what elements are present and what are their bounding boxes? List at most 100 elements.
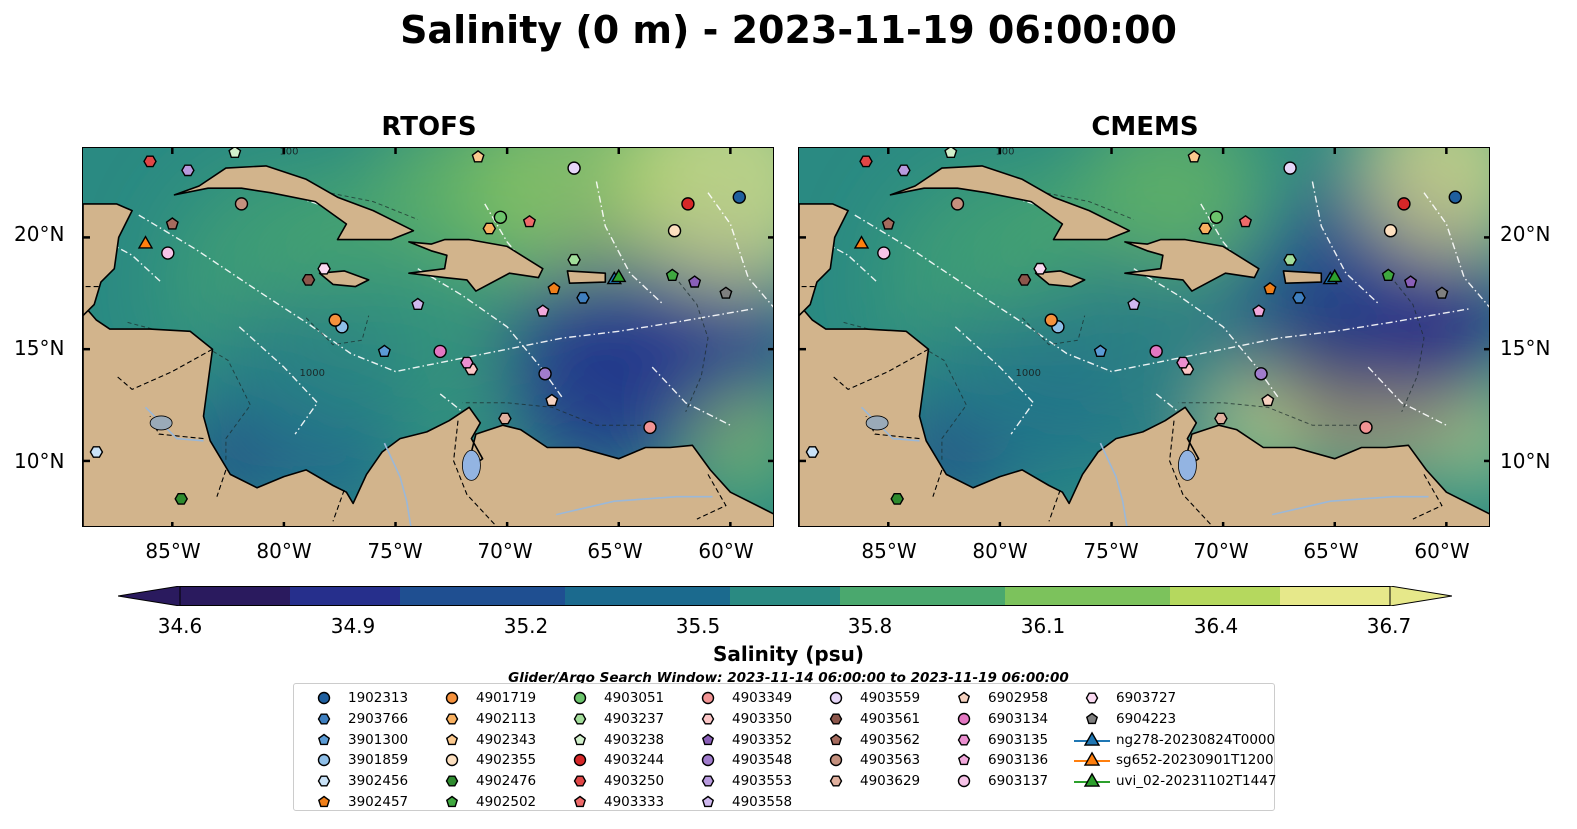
legend-marker-icon <box>573 691 587 705</box>
observation-marker-3902457 <box>1263 281 1277 295</box>
yucatan-peninsula <box>799 203 849 317</box>
contour-label-1000: 1000 <box>1016 368 1041 379</box>
yucatan-peninsula <box>83 203 133 317</box>
eez-boundary-line <box>484 203 531 270</box>
observation-marker-4902343 <box>1187 150 1201 163</box>
colorbar-label: Salinity (psu) <box>712 642 864 666</box>
legend-marker-icon <box>445 775 459 787</box>
colorbar-tick: 34.6 <box>157 614 203 638</box>
observation-marker-4903352 <box>1404 275 1418 288</box>
colorbar-segment <box>1170 586 1226 606</box>
lon-label-80w: 80°W <box>256 539 312 563</box>
eez-boundary-line <box>1155 393 1179 413</box>
legend-item-label: 6903727 <box>1116 690 1177 706</box>
bathymetry-contour <box>1385 270 1425 412</box>
bathymetry-contour <box>669 270 709 412</box>
legend-item-label: 4903629 <box>860 773 921 790</box>
observation-marker-3902456 <box>89 446 104 458</box>
legend-circle-marker <box>957 774 971 788</box>
river-line <box>1272 495 1429 516</box>
observation-marker-4903051 <box>1209 210 1224 224</box>
legend-item-label: 4902355 <box>476 752 537 769</box>
colorbar-segment <box>620 586 676 606</box>
colorbar-segment <box>1005 586 1061 606</box>
legend-marker-icon <box>957 712 971 725</box>
country-border-line <box>832 348 929 391</box>
observation-marker-4903562 <box>881 217 895 230</box>
legend-marker-icon <box>829 775 843 787</box>
observation-marker-6903134 <box>1149 344 1163 359</box>
legend-marker-icon <box>957 774 971 788</box>
legend-item-label: 4903244 <box>604 752 665 769</box>
observation-marker-uvi_02-20231102T1447 <box>1326 268 1343 283</box>
observation-marker-4901719 <box>328 313 342 327</box>
colorbar-extend-min <box>118 586 181 606</box>
legend-item-label: 4903051 <box>604 690 665 706</box>
lon-label-60w: 60°W <box>1414 539 1470 563</box>
legend-marker-icon <box>317 691 331 705</box>
legend-item-label: 4903562 <box>860 731 921 748</box>
country-border-line <box>932 469 943 497</box>
observation-marker-4903553 <box>897 164 911 177</box>
legend-item-label: 4903238 <box>604 731 665 748</box>
observation-marker-6903137 <box>161 246 175 260</box>
colorbar-segment <box>1280 586 1336 606</box>
eez-boundary-line <box>1423 192 1489 308</box>
legend-pentagon-marker <box>445 733 459 745</box>
observation-marker-sg652-20230901T1200 <box>137 235 154 249</box>
legend-item-label: 6903134 <box>988 710 1049 727</box>
legend-triangle-marker <box>1083 731 1101 746</box>
legend-marker-icon <box>1074 772 1110 787</box>
legend-hexagon-marker <box>445 713 459 725</box>
search-window-note: Glider/Argo Search Window: 2023-11-14 06… <box>508 670 1069 686</box>
observation-marker-4903558 <box>411 297 425 311</box>
legend-item-label: 3902456 <box>348 773 409 790</box>
observation-marker-6903727 <box>1033 262 1047 275</box>
observation-marker-4901719 <box>1044 313 1058 327</box>
legend-item-label: 3901300 <box>348 731 409 748</box>
eez-boundary-line <box>238 326 319 435</box>
legend-circle-marker <box>317 754 331 767</box>
hispaniola-island <box>1124 238 1260 292</box>
legend-hexagon-marker <box>573 775 587 787</box>
central-america-landmass <box>799 303 1489 526</box>
observation-marker-4903238 <box>944 148 958 159</box>
legend-marker-icon <box>317 775 331 787</box>
jamaica-island <box>318 270 370 288</box>
salinity-colorbar <box>118 586 1452 606</box>
legend: 1902313 2903766 3901300 3901859 3902456 39024… <box>293 683 1276 811</box>
observation-marker-4903561 <box>301 273 316 286</box>
observation-marker-4903563 <box>950 197 965 211</box>
legend-circle-marker <box>829 691 843 705</box>
legend-circle-marker <box>317 691 331 705</box>
legend-pentagon-marker <box>317 795 331 808</box>
colorbar-segment <box>290 586 346 606</box>
legend-hexagon-marker <box>957 734 971 746</box>
lon-label-65w: 65°W <box>587 539 643 563</box>
cuba-island <box>173 165 415 241</box>
legend-hexagon-marker <box>317 775 331 787</box>
observation-marker-4903333 <box>522 214 537 228</box>
legend-marker-icon <box>445 691 459 705</box>
observation-marker-6903135 <box>1176 356 1190 369</box>
observation-marker-6902958 <box>1261 393 1275 407</box>
colorbar-segment <box>895 586 951 606</box>
legend-item-label: 6902958 <box>988 690 1049 706</box>
legend-item-label: 4903559 <box>860 690 921 706</box>
legend-item-label: 1902313 <box>348 690 409 706</box>
colorbar-segment <box>1335 586 1391 606</box>
bathymetry-contour <box>305 315 370 346</box>
legend-item-label: 4902476 <box>476 773 537 790</box>
legend-marker-icon <box>957 754 971 766</box>
legend-hexagon-marker <box>1085 692 1099 704</box>
lon-label-85w: 85°W <box>861 539 917 563</box>
legend-circle-marker <box>701 754 715 767</box>
observation-marker-3901300 <box>377 344 391 358</box>
lake-maracaibo <box>462 450 481 481</box>
observation-marker-4903559 <box>1283 161 1297 175</box>
legend-item-label: 4902113 <box>476 710 537 727</box>
legend-item-label: 4903563 <box>860 752 921 769</box>
colorbar-segment <box>950 586 1006 606</box>
legend-pentagon-marker <box>957 691 971 704</box>
observation-marker-3902457 <box>547 281 561 295</box>
